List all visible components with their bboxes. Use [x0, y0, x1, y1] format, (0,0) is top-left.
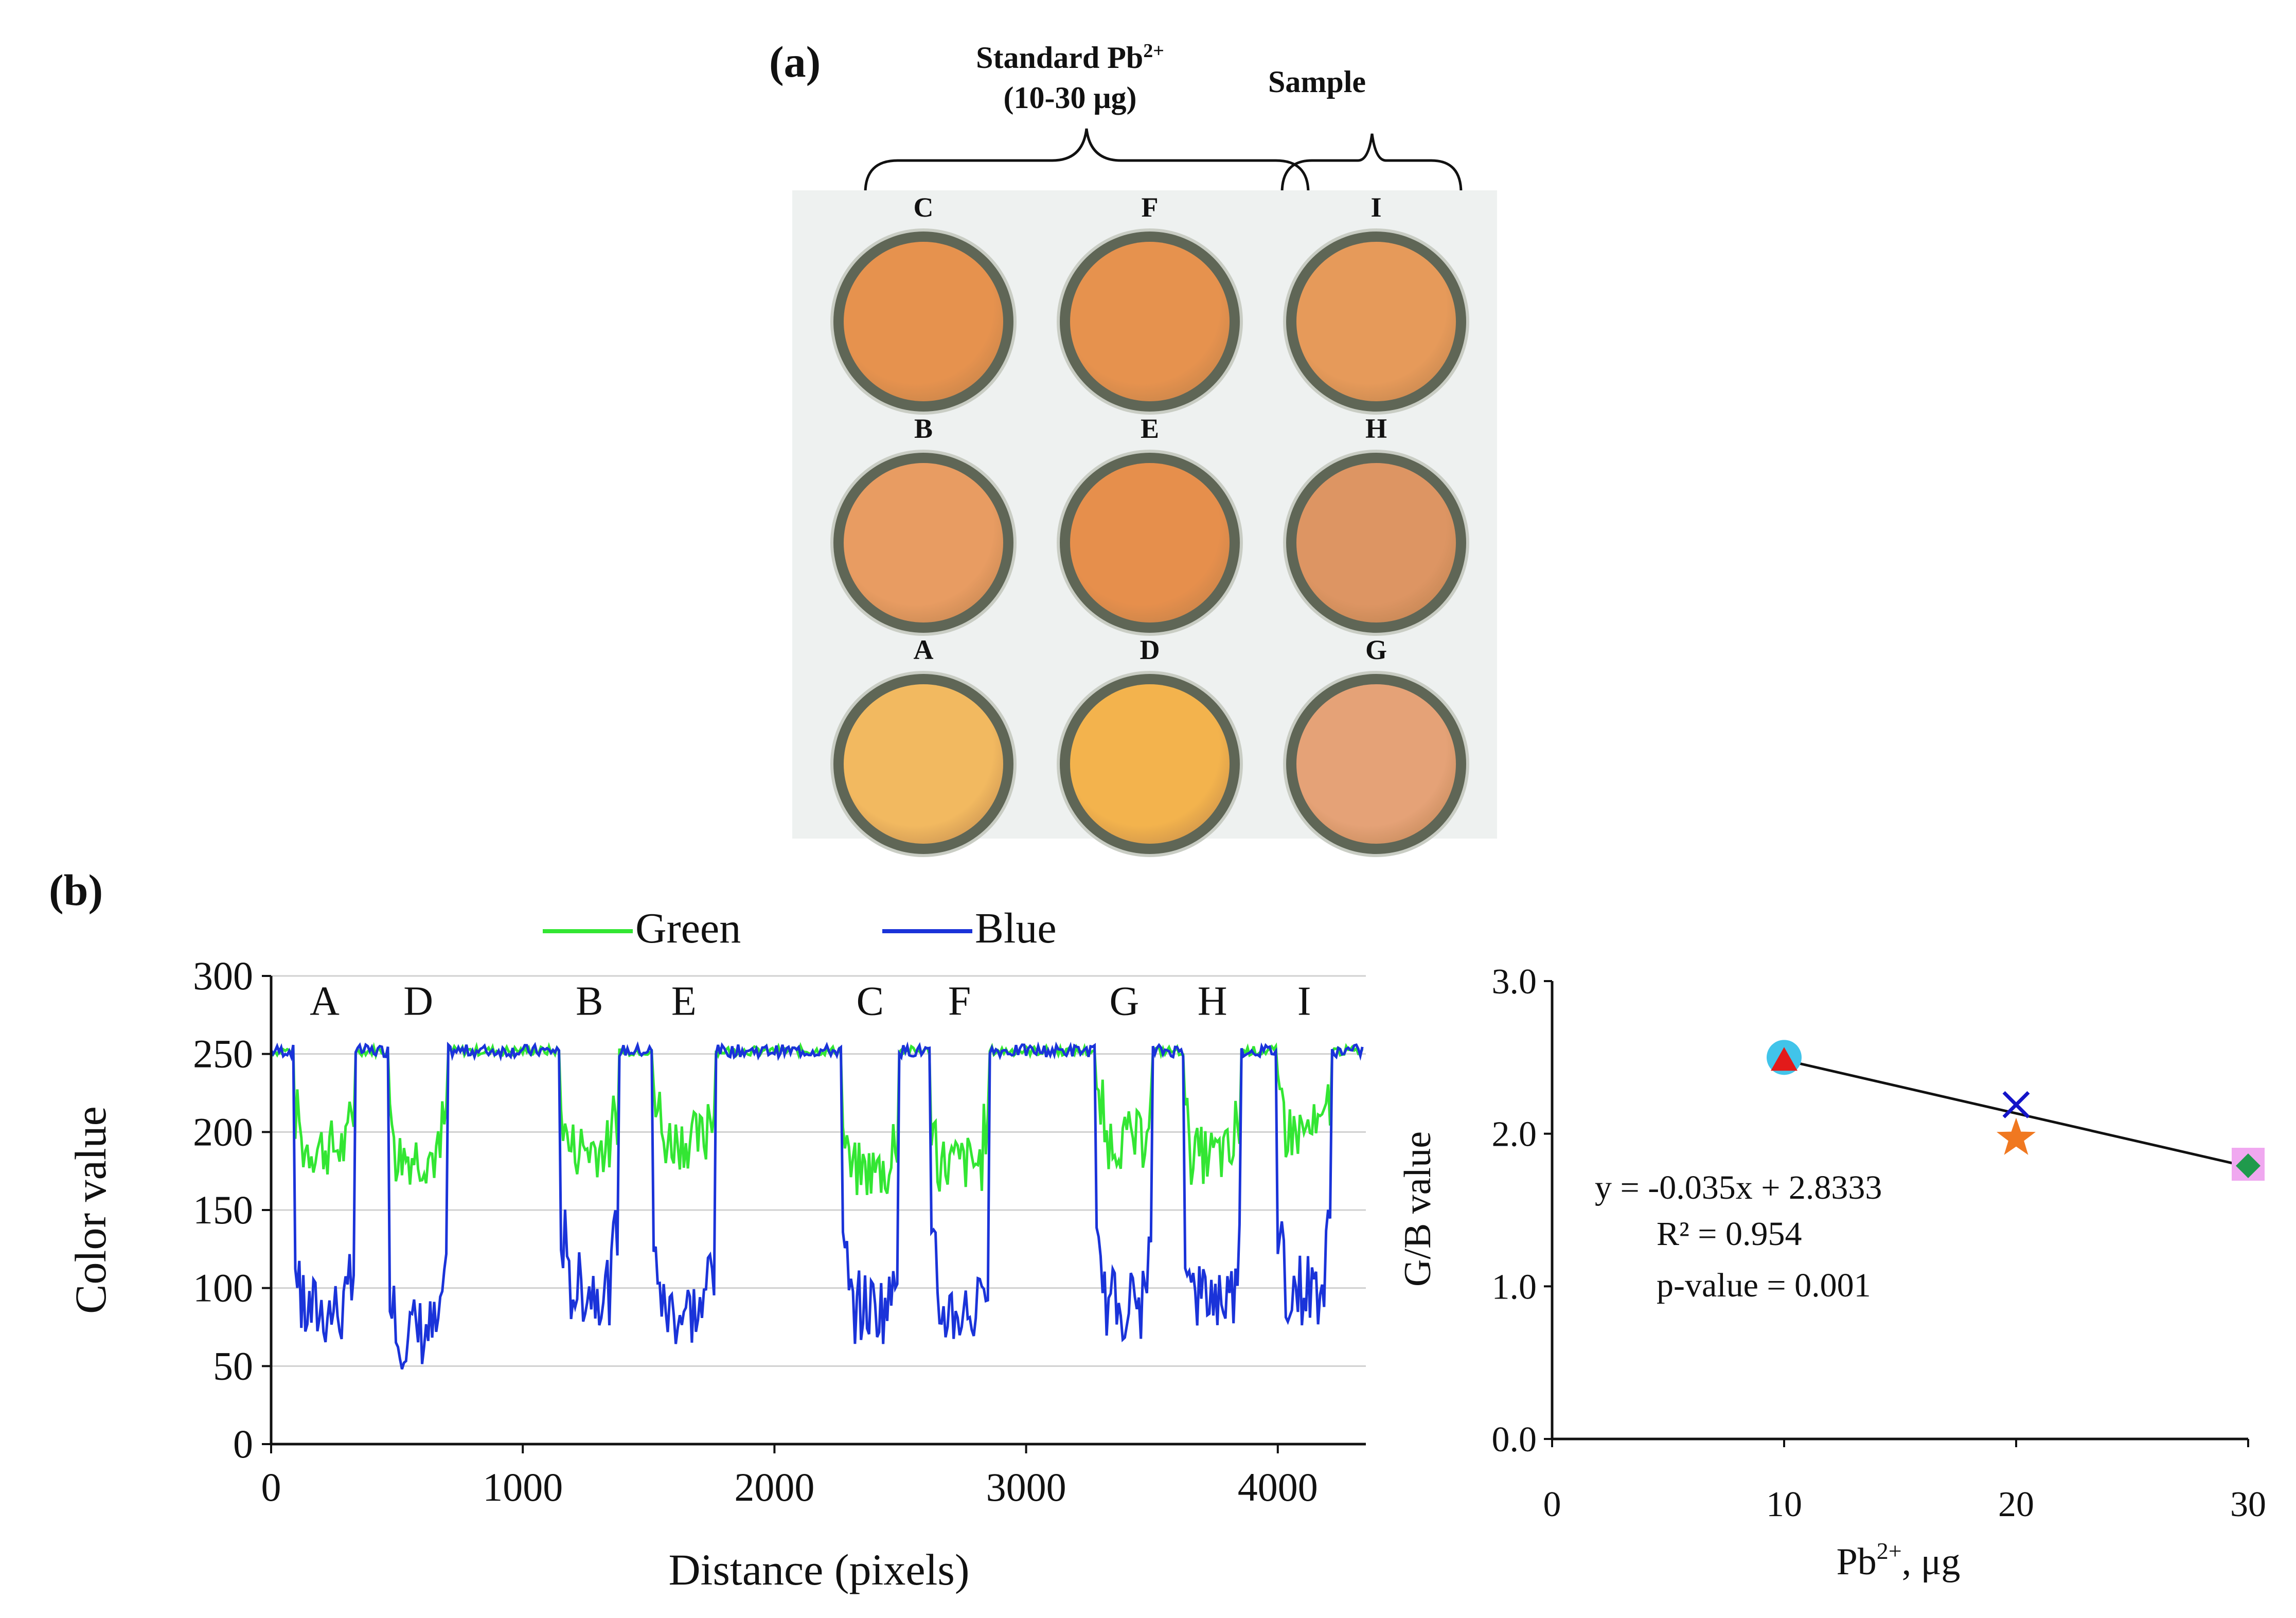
regression-equation: y = -0.035x + 2.8333 — [1595, 1169, 1882, 1206]
x-tick-label-2000: 2000 — [734, 1465, 814, 1509]
point-x-20 — [2002, 1091, 2030, 1118]
x-axis-title: Pb2+, μg — [1837, 1538, 1961, 1583]
well-label-g: G — [1365, 634, 1387, 665]
sample-header: Sample — [1268, 65, 1366, 99]
y-tick-label-1.0: 1.0 — [1492, 1267, 1537, 1307]
y-axis-ticks: 0.0 1.0 2.0 3.0 — [1492, 962, 1552, 1460]
x-tick-label-10: 10 — [1766, 1485, 1802, 1524]
segment-label-e: E — [671, 979, 697, 1024]
y-axis-title: Color value — [66, 1106, 115, 1314]
legend-green-label: Green — [635, 904, 741, 952]
y-tick-label-0.0: 0.0 — [1492, 1420, 1537, 1460]
well-fill — [1296, 684, 1456, 844]
y-tick-label-300: 300 — [193, 953, 253, 998]
series-green-line — [270, 1041, 1364, 1195]
panel-b-label: (b) — [49, 865, 103, 915]
series-blue-line — [270, 1041, 1364, 1370]
x-axis-ticks: 0 1000 2000 3000 4000 — [261, 1444, 1318, 1509]
point-triangle-10 — [1771, 1047, 1797, 1071]
well-fill — [844, 242, 1003, 401]
well-i — [1286, 232, 1466, 412]
well-g — [1286, 674, 1466, 854]
standard-header-sup: 2+ — [1143, 40, 1164, 62]
well-fill — [1296, 463, 1456, 623]
well-d — [1060, 674, 1240, 854]
x-axis-ticks: 0 10 20 30 — [1543, 1439, 2266, 1524]
well-fill — [1070, 242, 1230, 401]
chart-legend: Green Blue — [543, 904, 1057, 952]
point-diamond-30 — [2236, 1153, 2261, 1178]
panel-b: (b) Green Blue 0 50 100 150 200 250 300 0 1000 2… — [0, 854, 2296, 1618]
p-value: p-value = 0.001 — [1657, 1267, 1871, 1304]
well-label-f: F — [1141, 192, 1159, 223]
segment-label-i: I — [1297, 979, 1311, 1024]
y-tick-label-3.0: 3.0 — [1492, 962, 1537, 1002]
well-plate: C F I B E H A D G — [792, 190, 1497, 854]
well-b — [833, 453, 1013, 633]
standard-header-line2: (10-30 μg) — [1003, 81, 1137, 115]
y-tick-label-150: 150 — [193, 1187, 253, 1232]
y-tick-label-100: 100 — [193, 1266, 253, 1310]
x-tick-label-1000: 1000 — [483, 1465, 563, 1509]
well-fill — [1070, 684, 1230, 844]
y-tick-label-200: 200 — [193, 1109, 253, 1154]
group-braces — [864, 128, 1463, 193]
segment-label-d: D — [403, 979, 433, 1024]
well-fill — [844, 684, 1003, 844]
well-label-a: A — [913, 634, 934, 665]
trendline — [1784, 1058, 2249, 1168]
segment-label-c: C — [857, 979, 884, 1024]
segment-label-f: F — [948, 979, 971, 1024]
x-tick-label-20: 20 — [1998, 1485, 2034, 1524]
y-axis-ticks: 0 50 100 150 200 250 300 — [193, 953, 271, 1466]
well-fill — [1296, 242, 1456, 401]
well-label-d: D — [1140, 634, 1160, 665]
x-tick-label-4000: 4000 — [1238, 1465, 1318, 1509]
data-points — [1767, 1040, 2265, 1181]
segment-label-b: B — [576, 979, 603, 1024]
y-tick-label-250: 250 — [193, 1032, 253, 1076]
point-star-20 — [1997, 1117, 2036, 1155]
segment-label-a: A — [310, 979, 340, 1024]
x-tick-label-0: 0 — [1543, 1485, 1561, 1524]
y-axis-title: G/B value — [1399, 1131, 1439, 1287]
well-h — [1286, 453, 1466, 633]
well-label-e: E — [1140, 413, 1160, 444]
well-label-b: B — [914, 413, 933, 444]
panel-a-label: (a) — [769, 37, 821, 86]
well-label-c: C — [913, 192, 934, 223]
standard-brace — [864, 128, 1310, 193]
well-fill — [1070, 463, 1230, 623]
well-c — [833, 232, 1013, 412]
well-fill — [844, 463, 1003, 623]
y-tick-label-50: 50 — [213, 1343, 253, 1388]
sample-brace — [1280, 133, 1463, 193]
gb-calibration-chart: 0.0 1.0 2.0 3.0 0 10 20 30 y = -0.035x + 2.833… — [1399, 962, 2266, 1583]
r-squared: R² = 0.954 — [1657, 1215, 1802, 1253]
standard-header: Standard Pb2+ (10-30 μg) — [926, 31, 1214, 118]
x-tick-label-0: 0 — [261, 1465, 281, 1509]
well-f — [1060, 232, 1240, 412]
standard-header-line1: Standard Pb — [976, 41, 1144, 75]
segment-label-h: H — [1198, 979, 1227, 1024]
y-tick-label-0: 0 — [233, 1421, 253, 1466]
x-tick-label-3000: 3000 — [986, 1465, 1066, 1509]
x-axis-title: Distance (pixels) — [668, 1545, 969, 1594]
y-tick-label-2.0: 2.0 — [1492, 1115, 1537, 1154]
well-label-h: H — [1365, 413, 1387, 444]
color-profile-chart: Green Blue 0 50 100 150 200 250 300 0 1000 2000 3… — [66, 904, 1366, 1594]
panel-a: (a) Standard Pb2+ (10-30 μg) Sample C F I B… — [720, 21, 1569, 854]
x-tick-label-30: 30 — [2230, 1485, 2266, 1524]
legend-blue-label: Blue — [975, 904, 1057, 952]
well-e — [1060, 453, 1240, 633]
well-a — [833, 674, 1013, 854]
well-label-i: I — [1371, 192, 1382, 223]
segment-label-g: G — [1109, 979, 1139, 1024]
